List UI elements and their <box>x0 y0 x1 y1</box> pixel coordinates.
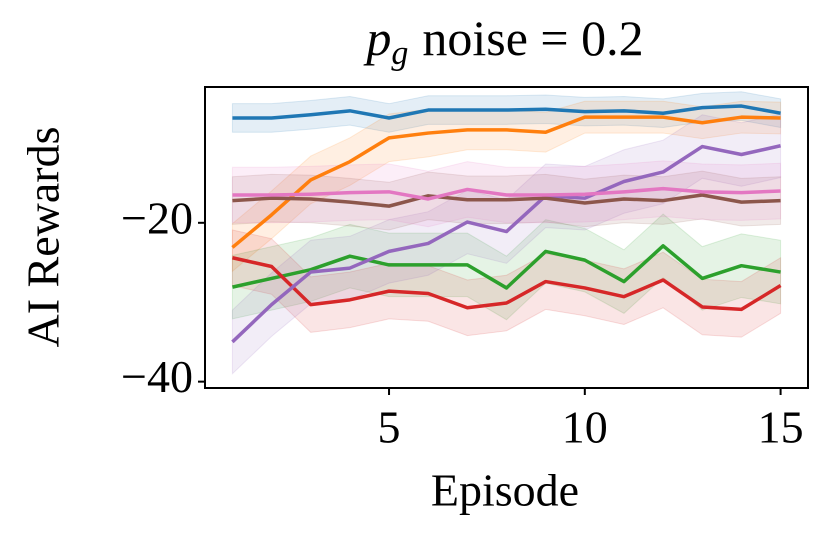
series-line <box>232 186 781 201</box>
series-line <box>231 144 781 344</box>
x-tick-label: 15 <box>758 402 804 453</box>
series-line <box>232 104 781 120</box>
chart-title: pg noise = 0.2 <box>363 10 643 71</box>
x-tick-label: 5 <box>378 402 401 453</box>
x-tick-label: 10 <box>562 402 608 453</box>
series-line <box>231 115 781 249</box>
series-line <box>232 244 781 290</box>
plot-frame <box>204 86 809 389</box>
y-tick-label: −20 <box>121 192 193 243</box>
y-axis-label: AI Rewards <box>18 127 69 348</box>
x-axis-label: Episode <box>431 465 579 516</box>
series-line <box>232 193 781 208</box>
error-band <box>231 91 782 133</box>
title-subscript: g <box>391 35 408 72</box>
title-symbol: p <box>363 10 391 66</box>
error-band <box>231 213 782 321</box>
y-tick-label: −40 <box>121 351 193 402</box>
series-line <box>232 256 782 312</box>
error-band <box>231 113 782 375</box>
title-text: noise = 0.2 <box>422 10 643 66</box>
